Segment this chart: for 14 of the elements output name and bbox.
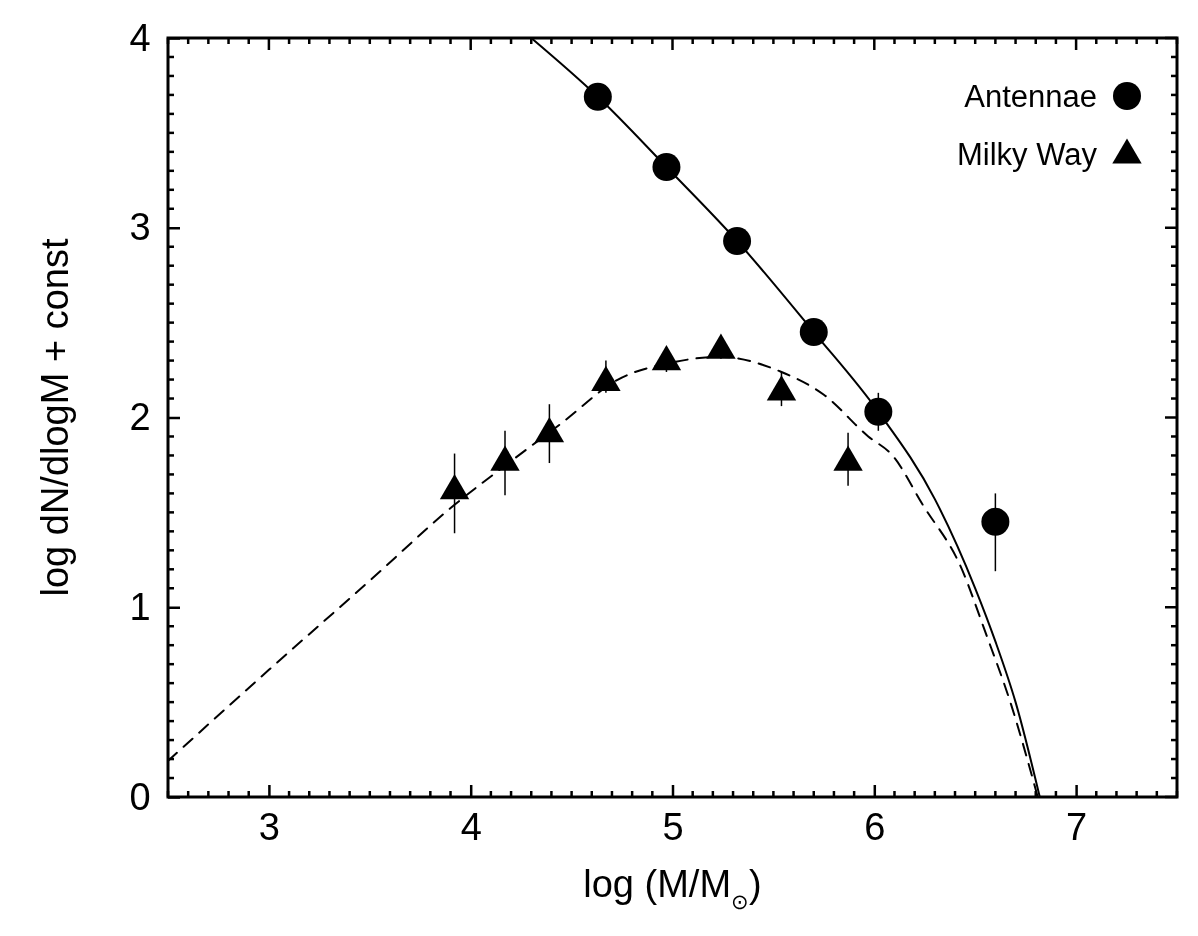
- y-tick-label: 3: [129, 206, 151, 249]
- legend-label: Milky Way: [956, 137, 1098, 172]
- y-tick-label: 4: [129, 16, 151, 59]
- x-axis-title: log (M/M$_{⊙}$): [583, 863, 762, 913]
- x-tick-label: 6: [864, 805, 886, 848]
- x-tick-label: 5: [662, 805, 684, 848]
- y-axis-title: log dN/dlogM + const: [34, 238, 76, 597]
- x-tick-label: 3: [258, 805, 280, 848]
- y-tick-label: 1: [129, 585, 151, 628]
- y-tick-label: 2: [129, 396, 151, 439]
- x-tick-label: 4: [460, 805, 482, 848]
- y-tick-label: 0: [129, 775, 151, 818]
- legend-label: Antennae: [964, 79, 1097, 114]
- x-tick-label: 7: [1066, 805, 1088, 848]
